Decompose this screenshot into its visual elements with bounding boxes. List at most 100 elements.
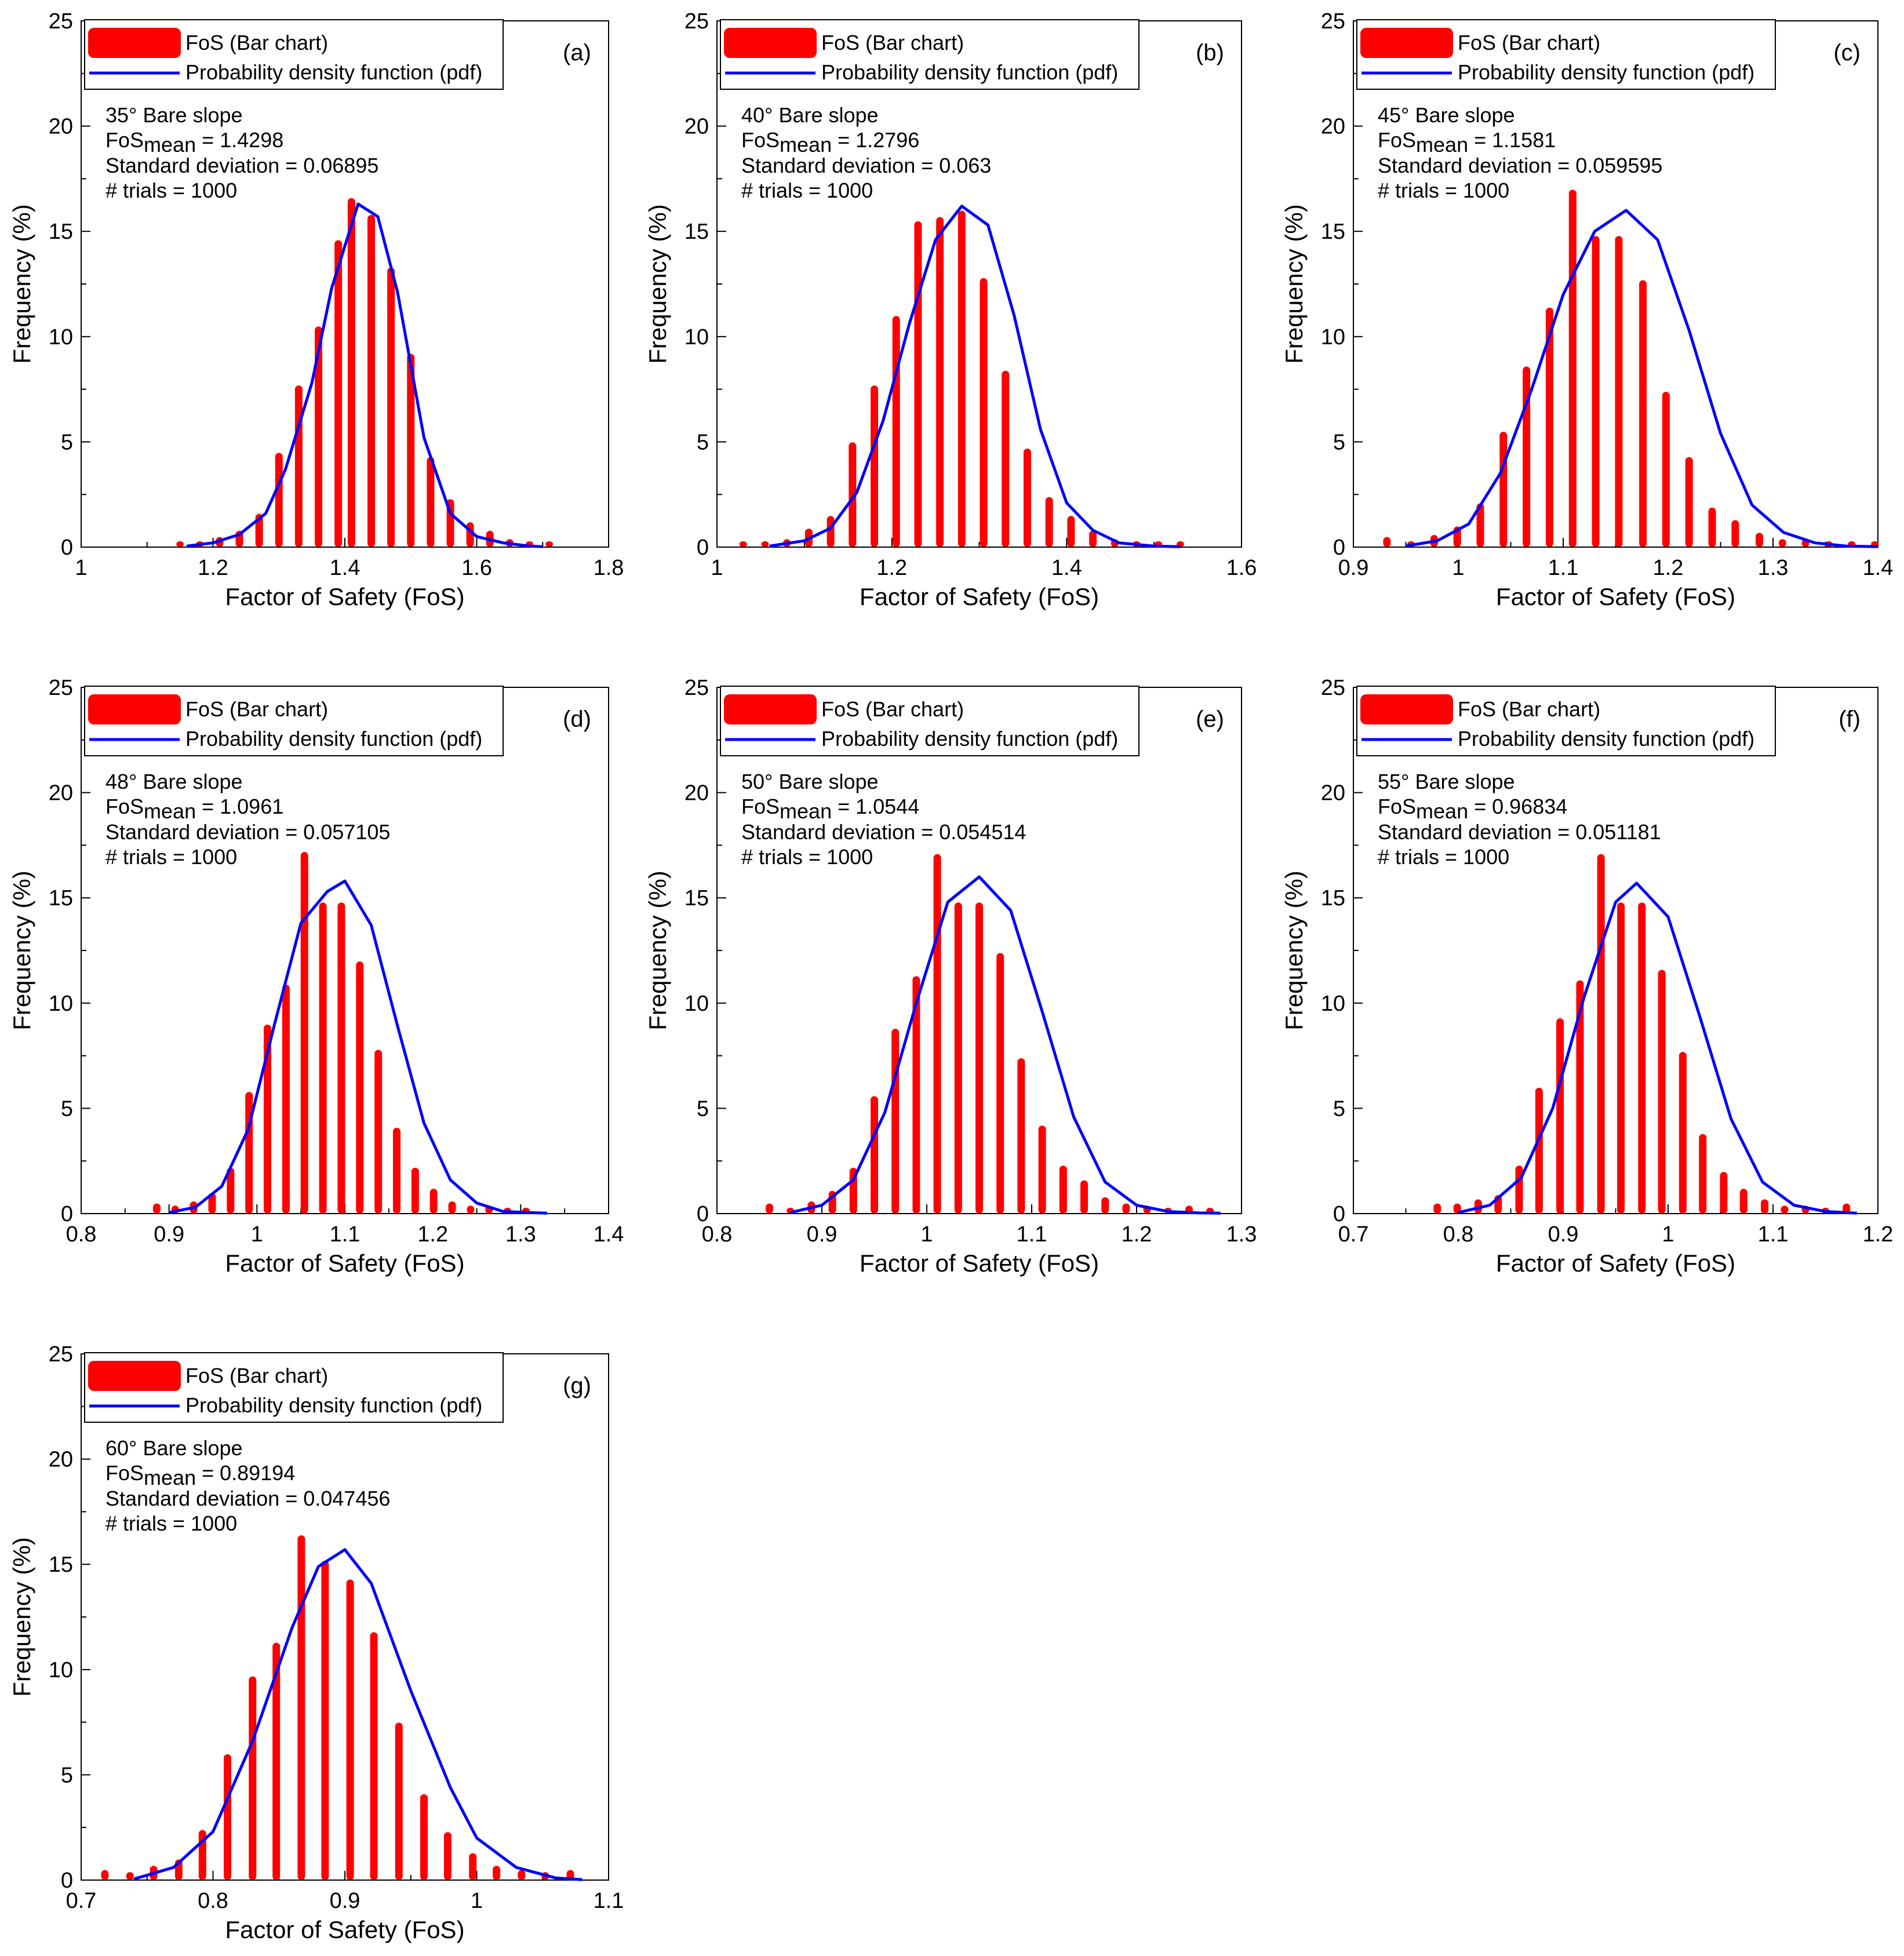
slope-label: 48° Bare slope — [105, 770, 243, 793]
bar — [1739, 1189, 1748, 1214]
bar — [467, 1205, 475, 1214]
x-tick-label: 0.9 — [807, 1222, 838, 1247]
bar — [1638, 902, 1646, 1214]
y-axis-label: Frequency (%) — [8, 204, 35, 363]
bar — [346, 1579, 354, 1880]
legend-bar-label: FoS (Bar chart) — [185, 31, 328, 54]
bar — [1685, 457, 1693, 547]
bar — [518, 1870, 526, 1880]
pdf-line — [133, 1548, 583, 1881]
fos-mean-prefix: FoS — [741, 128, 780, 152]
plot-frame — [81, 1353, 609, 1881]
std-text: Standard deviation = 0.057105 — [105, 820, 390, 844]
y-tick-label: 10 — [49, 992, 73, 1016]
slope-label: 55° Bare slope — [1378, 770, 1515, 793]
bar — [387, 267, 395, 547]
bar — [264, 1024, 272, 1214]
x-axis-label: Factor of Safety (FoS) — [1496, 1250, 1735, 1277]
y-tick-label: 10 — [49, 1658, 73, 1682]
bar — [912, 976, 920, 1214]
slope-label: 60° Bare slope — [105, 1436, 243, 1460]
bar — [420, 1794, 428, 1880]
bar — [356, 961, 364, 1214]
trials-text: # trials = 1000 — [1378, 845, 1509, 869]
x-tick-label: 1.6 — [1226, 556, 1257, 580]
bar — [1731, 520, 1739, 547]
bar — [321, 1560, 329, 1880]
bar — [1059, 1165, 1067, 1214]
bar — [1101, 1197, 1109, 1214]
x-tick-label: 1 — [471, 1889, 483, 1913]
x-axis-label: Factor of Safety (FoS) — [860, 1250, 1099, 1277]
y-tick-label: 0 — [1333, 536, 1345, 560]
fos-mean-prefix: FoS — [741, 795, 780, 818]
bar — [224, 1754, 232, 1880]
x-tick-label: 1.4 — [330, 556, 361, 580]
legend-bar-label: FoS (Bar chart) — [821, 697, 964, 721]
x-tick-label: 1.2 — [876, 556, 907, 580]
chart-panel-d: 0 5 10 15 20 25 0.8 0.9 1 1.1 1.2 1.3 1.4 Factor of S… — [8, 676, 624, 1277]
legend: FoS (Bar chart) Probability density funct… — [720, 19, 1140, 90]
legend-bar-label: FoS (Bar chart) — [185, 1364, 328, 1387]
y-tick-label: 25 — [685, 676, 709, 700]
bar — [411, 1167, 419, 1214]
legend: FoS (Bar chart) Probability density funct… — [84, 686, 504, 756]
bar — [1535, 1087, 1543, 1214]
pdf-line — [186, 202, 543, 548]
bar — [1761, 1199, 1769, 1214]
fos-mean-text: FoSmean = 1.0961 — [105, 795, 283, 823]
pdf-line — [790, 875, 1221, 1215]
bar — [272, 1642, 281, 1880]
fos-mean-prefix: FoS — [105, 128, 144, 152]
bar — [1592, 236, 1600, 547]
std-text: Standard deviation = 0.06895 — [105, 154, 378, 177]
y-tick-label: 15 — [685, 886, 709, 910]
y-tick-label: 5 — [61, 1097, 73, 1121]
bar — [294, 385, 303, 547]
y-tick-label: 25 — [49, 9, 73, 34]
plot-frame — [716, 20, 1242, 548]
x-tick-label: 1.3 — [505, 1222, 536, 1247]
y-tick-label: 15 — [49, 1553, 73, 1577]
bar — [407, 354, 415, 547]
x-tick-label: 0.8 — [66, 1222, 97, 1247]
x-tick-label: 1 — [1662, 1222, 1674, 1247]
std-text: Standard deviation = 0.063 — [741, 154, 991, 177]
bar — [395, 1722, 403, 1880]
slope-label: 35° Bare slope — [105, 103, 243, 127]
fos-mean-value: = 1.0961 — [196, 795, 283, 818]
bar — [1662, 391, 1670, 547]
slope-label: 45° Bare slope — [1378, 103, 1515, 127]
x-tick-label: 0.7 — [66, 1889, 97, 1913]
bar — [315, 326, 322, 547]
bar — [334, 240, 343, 547]
bar — [1556, 1018, 1564, 1214]
y-axis-label: Frequency (%) — [8, 870, 35, 1030]
bar — [1755, 533, 1763, 547]
bar — [871, 385, 878, 547]
bar — [1122, 1203, 1130, 1214]
fos-mean-text: FoSmean = 1.0544 — [741, 795, 919, 823]
bar — [469, 1853, 477, 1880]
legend-bar-swatch — [1360, 694, 1453, 724]
bar — [1017, 1058, 1025, 1214]
x-tick-label: 1.1 — [330, 1222, 361, 1247]
x-tick-label: 0.9 — [330, 1889, 361, 1913]
legend-bar-label: FoS (Bar chart) — [1458, 697, 1600, 721]
y-tick-label: 0 — [61, 536, 73, 560]
y-tick-label: 25 — [49, 676, 73, 700]
bar — [1778, 539, 1786, 547]
trials-text: # trials = 1000 — [1378, 179, 1509, 202]
x-tick-label: 0.8 — [702, 1222, 733, 1247]
bar — [871, 1096, 878, 1214]
y-tick-label: 0 — [61, 1202, 73, 1226]
bar — [914, 221, 922, 548]
trials-text: # trials = 1000 — [741, 845, 873, 869]
pdf-line — [1458, 882, 1857, 1215]
legend-pdf-label: Probability density function (pdf) — [185, 1393, 482, 1417]
bar — [392, 1127, 401, 1214]
fos-mean-text: FoSmean = 1.1581 — [1378, 128, 1556, 156]
x-tick-label: 1.1 — [594, 1889, 624, 1913]
fos-mean-text: FoSmean = 1.2796 — [741, 128, 919, 156]
slope-label: 40° Bare slope — [741, 103, 879, 127]
